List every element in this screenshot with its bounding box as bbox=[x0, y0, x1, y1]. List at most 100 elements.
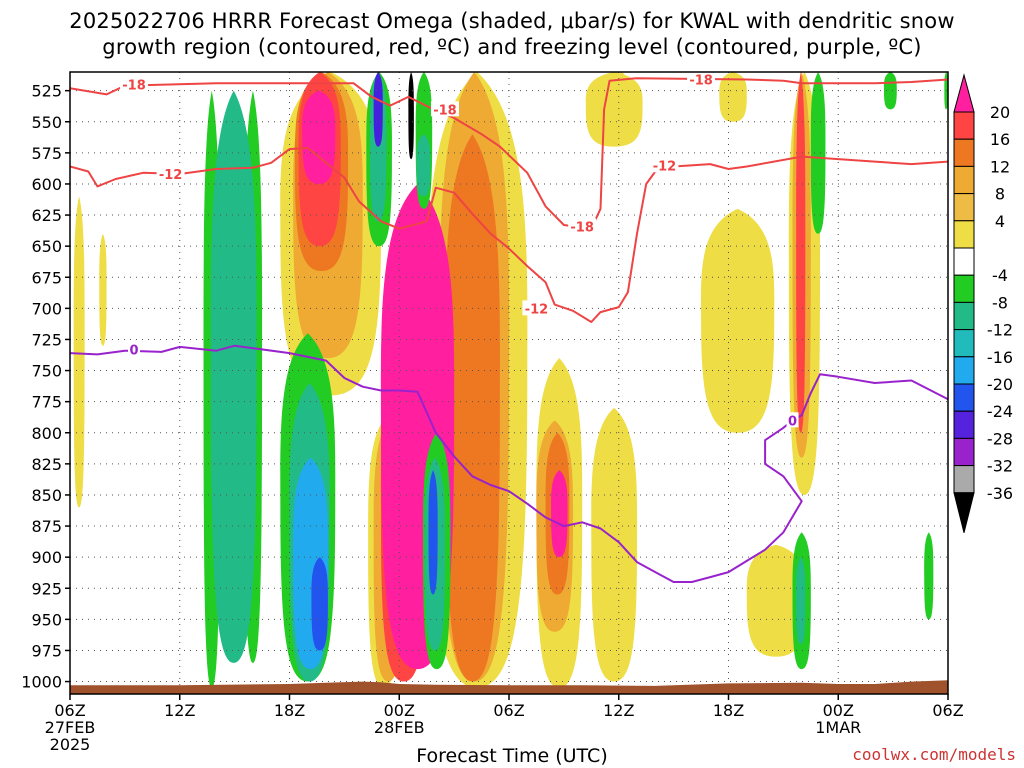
colorbar-segment-2 bbox=[953, 165, 975, 195]
colorbar-label-4: 4 bbox=[995, 212, 1005, 231]
x-tick-label-0-2: 2025 bbox=[50, 735, 91, 754]
contour-label-bg-2 bbox=[568, 218, 597, 234]
colorbar-segment-5 bbox=[953, 247, 975, 276]
x-tick-label-5-0: 12Z bbox=[603, 701, 634, 720]
x-tick-label-4-0: 06Z bbox=[493, 701, 524, 720]
y-tick-label-14: 875 bbox=[31, 517, 62, 536]
y-tick-label-19: 1000 bbox=[21, 673, 62, 692]
contour-labels: -18 -18 -18 -18 -12 -12 -12 0 0 bbox=[120, 71, 799, 429]
shading-region-26 bbox=[551, 470, 568, 558]
shading-region-23 bbox=[796, 72, 806, 433]
colorbar-top-triangle bbox=[953, 73, 975, 113]
contour-label-bg-5 bbox=[522, 300, 551, 316]
colorbar-segment-8 bbox=[953, 329, 975, 358]
y-tick-label-6: 675 bbox=[31, 268, 62, 287]
y-tick-label-0: 525 bbox=[31, 82, 62, 101]
terrain-fill bbox=[70, 680, 948, 694]
colorbar-label-5: -4 bbox=[992, 266, 1008, 285]
contour-lines bbox=[70, 77, 948, 583]
y-tick-label-2: 575 bbox=[31, 144, 62, 163]
shading-region-9 bbox=[700, 208, 775, 433]
contour-label-bg-7 bbox=[128, 341, 141, 357]
y-tick-label-4: 625 bbox=[31, 206, 62, 225]
x-tick-label-3-1: 28FEB bbox=[374, 718, 425, 737]
contour-label-4: -12 bbox=[159, 168, 183, 183]
y-tick-label-3: 600 bbox=[31, 175, 62, 194]
colorbar-bottom-triangle bbox=[953, 492, 975, 533]
shading-region-0 bbox=[73, 196, 85, 508]
y-tick-label-16: 925 bbox=[31, 579, 62, 598]
contour-label-bg-8 bbox=[786, 412, 799, 428]
colorbar: 20 16 12 8 4 -4 -8 -12 -16 -20 -24 -28 -32 -36 bbox=[953, 73, 1013, 533]
shading-region-48 bbox=[408, 72, 414, 160]
shading-region-33 bbox=[810, 72, 826, 234]
y-tick-label-13: 850 bbox=[31, 486, 62, 505]
colorbar-label-9: -20 bbox=[987, 375, 1013, 394]
colorbar-label-8: -16 bbox=[987, 348, 1013, 367]
contour-label-bg-0 bbox=[120, 76, 149, 92]
colorbar-label-2: 12 bbox=[990, 157, 1010, 176]
colorbar-segment-10 bbox=[953, 383, 975, 412]
contour-label-7: 0 bbox=[129, 343, 138, 358]
shading-region-47 bbox=[373, 72, 383, 147]
colorbar-segment-13 bbox=[953, 465, 975, 494]
shading-region-35 bbox=[883, 72, 897, 110]
colorbar-label-10: -24 bbox=[987, 402, 1013, 421]
contour-label-5: -12 bbox=[525, 302, 549, 317]
chart-title-line-2: growth region (contoured, red, ºC) and f… bbox=[102, 35, 922, 59]
colorbar-label-3: 8 bbox=[995, 185, 1005, 204]
x-axis-title: Forecast Time (UTC) bbox=[416, 745, 608, 767]
contour-label-bg-4 bbox=[156, 166, 185, 182]
y-tick-label-7: 700 bbox=[31, 299, 62, 318]
x-tick-label-7-1: 1MAR bbox=[815, 718, 861, 737]
contour-minus18 bbox=[70, 77, 948, 230]
x-tick-label-7-0: 00Z bbox=[823, 701, 854, 720]
y-tick-label-1: 550 bbox=[31, 113, 62, 132]
colorbar-segment-1 bbox=[953, 138, 975, 167]
terrain bbox=[70, 680, 948, 694]
y-tick-label-8: 725 bbox=[31, 330, 62, 349]
x-tick-label-6-0: 18Z bbox=[713, 701, 744, 720]
grid-lines bbox=[69, 72, 949, 694]
contour-label-1: -18 bbox=[433, 103, 457, 118]
shading-region-38 bbox=[210, 90, 257, 663]
contour-minus12 bbox=[70, 146, 948, 323]
contour-label-8: 0 bbox=[788, 414, 797, 429]
colorbar-segment-0 bbox=[953, 111, 975, 140]
colorbar-segment-4 bbox=[953, 220, 975, 249]
shading-region-24 bbox=[302, 90, 336, 184]
shading-region-37 bbox=[924, 532, 934, 620]
colorbar-segment-11 bbox=[953, 410, 975, 439]
x-tick-label-8-0: 06Z bbox=[932, 701, 963, 720]
shading-region-8 bbox=[746, 544, 806, 657]
shading-region-43 bbox=[796, 557, 806, 645]
y-tick-label-5: 650 bbox=[31, 237, 62, 256]
y-tick-label-12: 825 bbox=[31, 455, 62, 474]
shading-region-46 bbox=[428, 470, 438, 595]
colorbar-segment-6 bbox=[953, 274, 975, 303]
shading-region-41 bbox=[416, 134, 431, 197]
y-tick-label-10: 775 bbox=[31, 393, 62, 412]
shading-region-19 bbox=[444, 134, 500, 682]
colorbar-label-7: -12 bbox=[987, 321, 1013, 340]
y-tick-label-9: 750 bbox=[31, 362, 62, 381]
contour-label-2: -18 bbox=[570, 220, 594, 235]
x-tick-label-3-0: 00Z bbox=[384, 701, 415, 720]
x-tick-label-2-0: 18Z bbox=[274, 701, 305, 720]
shading-region-7 bbox=[591, 407, 638, 682]
shading-region-45 bbox=[311, 557, 328, 651]
colorbar-label-6: -8 bbox=[992, 293, 1008, 312]
x-tick-label-0-0: 06Z bbox=[54, 701, 85, 720]
contour-label-0: -18 bbox=[122, 78, 146, 93]
omega-shading bbox=[73, 72, 948, 688]
colorbar-label-12: -32 bbox=[987, 457, 1013, 476]
credit-text: coolwx.com/models bbox=[852, 745, 1016, 764]
y-tick-label-15: 900 bbox=[31, 548, 62, 567]
x-tick-label-1-0: 12Z bbox=[164, 701, 195, 720]
y-axis-ticks: 525 550 575 600 625 650 675 700 725 750 775 800 825 8… bbox=[21, 82, 70, 692]
colorbar-label-11: -28 bbox=[987, 429, 1013, 448]
colorbar-segment-12 bbox=[953, 437, 975, 467]
contour-label-bg-1 bbox=[430, 101, 459, 117]
